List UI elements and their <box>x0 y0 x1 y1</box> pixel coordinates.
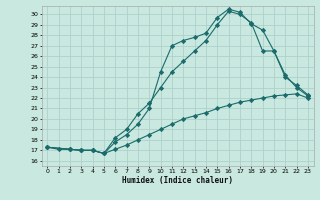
X-axis label: Humidex (Indice chaleur): Humidex (Indice chaleur) <box>122 176 233 185</box>
